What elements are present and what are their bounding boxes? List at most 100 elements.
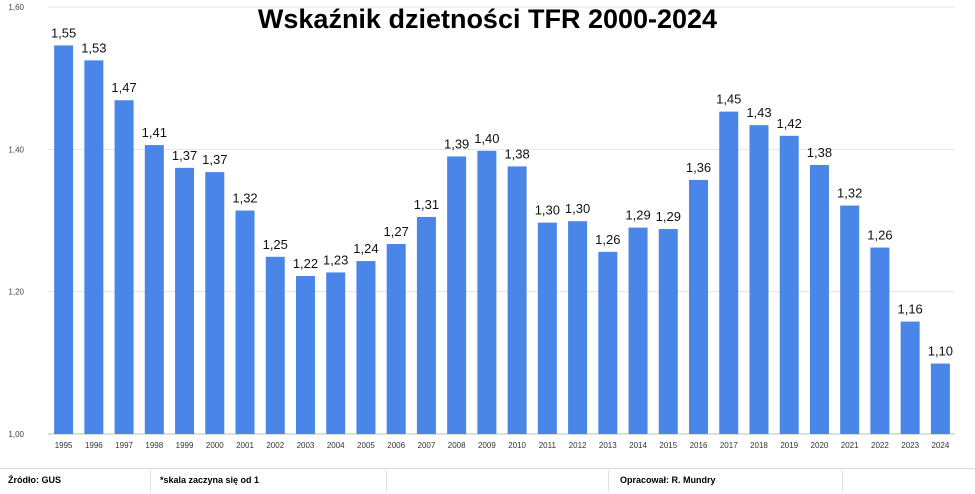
bar: [749, 125, 769, 435]
bar: [477, 150, 497, 435]
data-label: 1,31: [414, 197, 439, 212]
y-axis: 1,00 1,20 1,40 1,60: [8, 3, 24, 439]
footer-cell-divider: [386, 470, 387, 492]
grid-lines: [48, 6, 955, 435]
data-label: 1,30: [565, 201, 590, 216]
bar: [840, 205, 860, 434]
bar: [507, 166, 527, 434]
bar: [870, 247, 890, 434]
data-label: 1,27: [384, 224, 409, 239]
bar: [598, 251, 618, 434]
data-label: 1,41: [142, 125, 167, 140]
x-tick-label: 2000: [206, 441, 224, 450]
bar: [809, 164, 829, 435]
data-label: 1,16: [897, 302, 922, 317]
data-label: 1,40: [474, 131, 499, 146]
bar: [689, 179, 709, 434]
bar: [779, 135, 799, 435]
x-tick-label: 2017: [720, 441, 738, 450]
x-tick-label: 2003: [297, 441, 315, 450]
x-tick-label: 2015: [659, 441, 677, 450]
bar: [658, 229, 678, 434]
bar-chart: 1,00 1,20 1,40 1,60 1,55 1,53 1,47 1,41 1,37 1,3…: [8, 3, 955, 450]
bar: [537, 222, 557, 434]
x-tick-label: 2022: [871, 441, 889, 450]
bar: [568, 221, 588, 434]
bar: [628, 227, 648, 434]
bar: [144, 145, 164, 434]
y-tick-label: 1,20: [8, 288, 24, 297]
x-tick-label: 2006: [387, 441, 405, 450]
bar: [386, 243, 406, 434]
x-tick-label: 2005: [357, 441, 375, 450]
bar: [447, 156, 467, 434]
x-tick-label: 1997: [115, 441, 133, 450]
bar: [235, 210, 255, 434]
x-tick-label: 2002: [266, 441, 284, 450]
x-tick-label: 2008: [448, 441, 466, 450]
footer-divider-line: [0, 468, 975, 469]
data-label: 1,45: [716, 92, 741, 107]
data-label: 1,43: [746, 105, 771, 120]
data-label: 1,22: [293, 256, 318, 271]
x-tick-label: 2011: [539, 441, 557, 450]
x-tick-label: 2018: [750, 441, 768, 450]
x-tick-label: 2012: [569, 441, 587, 450]
data-label: 1,25: [263, 237, 288, 252]
data-label: 1,32: [232, 191, 257, 206]
y-tick-label: 1,00: [8, 430, 24, 439]
y-tick-label: 1,60: [8, 3, 24, 12]
bar: [265, 256, 285, 434]
bar: [114, 100, 134, 434]
source-text: Źródło: GUS: [8, 475, 61, 485]
data-label: 1,26: [867, 228, 892, 243]
footer-cell-divider: [608, 470, 609, 492]
data-label: 1,10: [928, 344, 953, 359]
x-tick-label: 2010: [508, 441, 526, 450]
scale-note: *skala zaczyna się od 1: [160, 475, 260, 485]
x-tick-label: 2014: [629, 441, 647, 450]
bar: [900, 321, 920, 434]
x-tick-label: 2021: [841, 441, 859, 450]
data-label: 1,30: [535, 203, 560, 218]
data-label: 1,38: [807, 145, 832, 160]
data-label: 1,53: [81, 40, 106, 55]
data-label: 1,55: [51, 25, 76, 40]
author-text: Opracował: R. Mundry: [620, 475, 716, 485]
bar: [175, 167, 195, 434]
data-label: 1,37: [172, 148, 197, 163]
x-tick-label: 1999: [176, 441, 194, 450]
value-labels: 1,55 1,53 1,47 1,41 1,37 1,37 1,32 1,25 1,22 1,23…: [51, 25, 953, 358]
bar: [719, 111, 739, 435]
x-axis: 1995 1996 1997 1998 1999 2000 2001 2002 2003 2004…: [55, 441, 950, 450]
data-label: 1,38: [504, 146, 529, 161]
data-label: 1,29: [625, 208, 650, 223]
bar: [326, 272, 346, 434]
data-label: 1,23: [323, 252, 348, 267]
x-tick-label: 1995: [55, 441, 73, 450]
data-label: 1,24: [353, 241, 378, 256]
x-tick-label: 2024: [931, 441, 949, 450]
bar: [295, 276, 315, 434]
x-tick-label: 2004: [327, 441, 345, 450]
data-label: 1,47: [111, 80, 136, 95]
data-label: 1,26: [595, 232, 620, 247]
x-tick-label: 2020: [811, 441, 829, 450]
data-label: 1,29: [656, 209, 681, 224]
x-tick-label: 1998: [145, 441, 163, 450]
x-tick-label: 2007: [418, 441, 436, 450]
data-label: 1,32: [837, 186, 862, 201]
footer-cell-divider: [150, 470, 151, 492]
footer-cell-divider: [842, 470, 843, 492]
bar: [416, 216, 436, 434]
bars: [54, 45, 950, 435]
x-tick-label: 2009: [478, 441, 496, 450]
x-tick-label: 2001: [236, 441, 254, 450]
x-tick-label: 2013: [599, 441, 617, 450]
x-tick-label: 2016: [690, 441, 708, 450]
y-tick-label: 1,40: [8, 145, 24, 154]
bar: [54, 45, 74, 435]
data-label: 1,37: [202, 152, 227, 167]
footer: Źródło: GUS *skala zaczyna się od 1 Opra…: [0, 468, 975, 494]
x-tick-label: 1996: [85, 441, 103, 450]
